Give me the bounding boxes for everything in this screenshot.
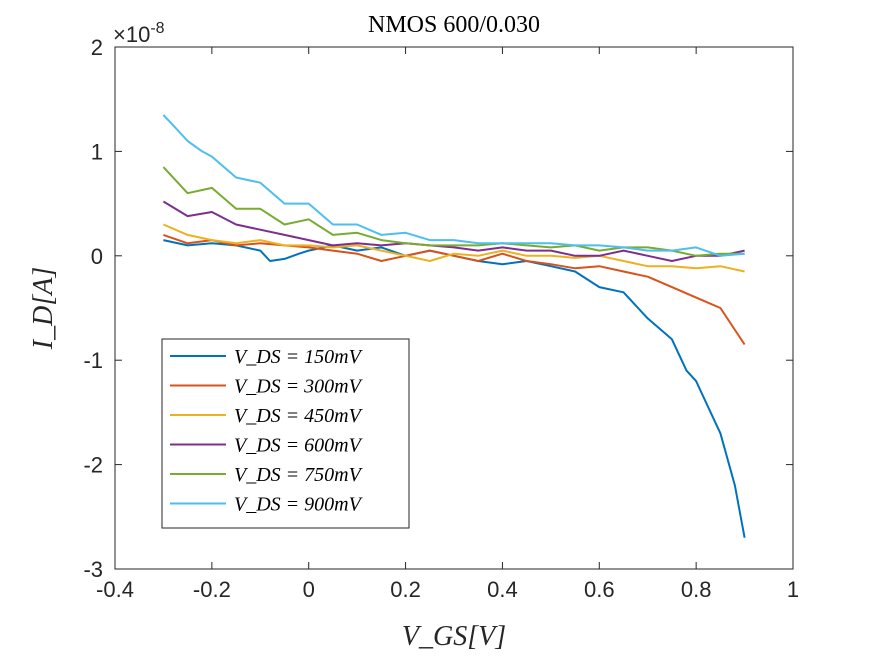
series-line-6 [162, 114, 745, 257]
x-tick-label: -0.4 [96, 577, 134, 602]
y-axis-exponent: ×10-8 [113, 20, 165, 47]
y-tick-label: -2 [83, 453, 103, 478]
x-tick-label: 0.2 [390, 577, 421, 602]
legend-entry: V_DS = 300mV [234, 376, 364, 398]
chart-title: NMOS 600/0.030 [368, 12, 540, 38]
y-axis-exponent-base: ×10 [113, 22, 150, 47]
y-axis-exponent-power: -8 [150, 20, 164, 37]
y-tick-label: 2 [91, 35, 103, 60]
legend-entry: V_DS = 150mV [234, 346, 364, 368]
x-tick-label: 0.6 [584, 577, 615, 602]
x-tick-label: -0.2 [193, 577, 231, 602]
legend-entry: V_DS = 750mV [234, 464, 364, 486]
y-tick-label: -1 [83, 348, 103, 373]
x-tick-label: 0.4 [487, 577, 518, 602]
legend-entry: V_DS = 600mV [234, 435, 364, 457]
legend-box [161, 338, 410, 529]
x-tick-label: 0 [303, 577, 315, 602]
y-tick-label: 1 [91, 139, 103, 164]
x-tick-label: 0.8 [681, 577, 712, 602]
legend-entry: V_DS = 900mV [234, 494, 364, 516]
series-line-4 [162, 200, 745, 262]
y-axis-label: I_D[A] [28, 267, 59, 350]
x-tick-label: 1 [787, 577, 799, 602]
axes-box [114, 46, 794, 570]
y-tick-label: -3 [83, 557, 103, 582]
series-line-2 [163, 233, 746, 346]
legend: V_DS = 150mV V_DS = 300mV V_DS = 450mV V_DS… [161, 338, 410, 529]
y-tick-label: 0 [91, 244, 103, 269]
axis-ticks: -0.4 -0.2 0 0.2 0.4 0.6 0.8 1 -3 -2 -1 0 1 2 [83, 35, 799, 602]
legend-entry: V_DS = 450mV [234, 405, 364, 427]
x-axis-label: V_GS[V] [402, 621, 506, 652]
series-lines [162, 114, 746, 538]
series-line-5 [162, 166, 745, 257]
series-line-3 [163, 223, 745, 273]
